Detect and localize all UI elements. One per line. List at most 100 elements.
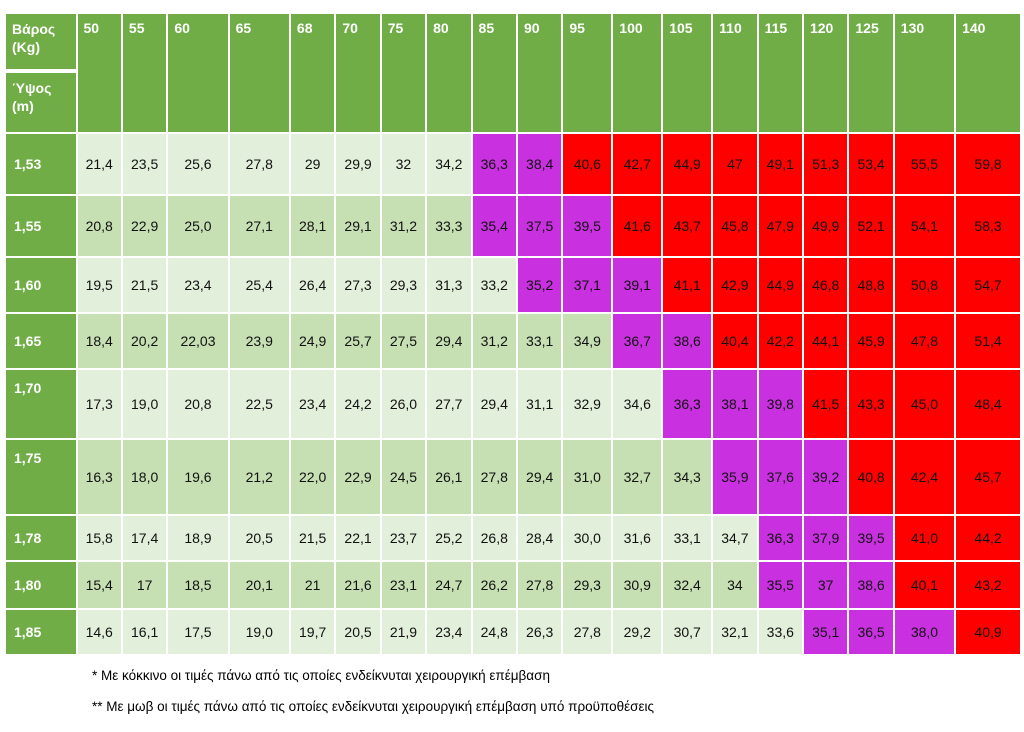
weight-header-cell: 68 [288,12,337,134]
bmi-value-cell: 24,2 [334,368,382,440]
bmi-value-cell: 26,2 [470,560,518,610]
weight-header-cell: 85 [470,12,518,134]
bmi-value-cell: 27,3 [334,256,382,314]
bmi-value-cell: 43,2 [954,560,1022,610]
notes: * Με κόκκινο οι τιμές πάνω από τις οποίε… [92,668,654,730]
bmi-value-cell: 47,9 [756,194,804,258]
weight-header-cell: 105 [661,12,714,134]
bmi-value-cell: 24,9 [288,312,337,370]
bmi-value-cell: 33,2 [470,256,518,314]
weight-header-cell: 140 [954,12,1022,134]
bmi-value-cell: 40,9 [954,608,1022,656]
bmi-value-cell: 39,8 [756,368,804,440]
bmi-value-cell: 37,9 [801,514,850,562]
bmi-value-cell: 34,9 [561,312,614,370]
bmi-value-cell: 22,9 [120,194,169,258]
bmi-value-cell: 21 [288,560,337,610]
bmi-value-cell: 29,4 [425,312,473,370]
bmi-value-cell: 51,4 [954,312,1022,370]
bmi-value-cell: 16,1 [120,608,169,656]
bmi-value-cell: 29,9 [334,132,382,196]
bmi-value-cell: 30,0 [561,514,614,562]
height-header-cell: 1,85 [4,608,78,656]
weight-header-cell: 60 [166,12,230,134]
bmi-value-cell: 27,7 [425,368,473,440]
bmi-value-cell: 25,6 [166,132,230,196]
bmi-value-cell: 37,1 [561,256,614,314]
bmi-value-cell: 22,0 [288,438,337,516]
bmi-value-cell: 38,0 [892,608,957,656]
bmi-value-cell: 21,5 [120,256,169,314]
bmi-value-cell: 41,5 [801,368,850,440]
bmi-value-cell: 32,4 [661,560,714,610]
bmi-value-cell: 20,8 [166,368,230,440]
bmi-value-cell: 21,2 [227,438,291,516]
weight-header-row: Βάρος (Kg) 50 55 60 65 68 70 75 80 85 90 95 100 105 1… [4,12,1022,134]
bmi-value-cell: 38,1 [711,368,759,440]
bmi-value-cell: 32,7 [611,438,664,516]
bmi-value-cell: 20,2 [120,312,169,370]
weight-header-cell: 90 [515,12,564,134]
bmi-value-cell: 41,1 [661,256,714,314]
weight-header-cell: 120 [801,12,850,134]
weight-header-cell: 110 [711,12,759,134]
weight-header-cell: 80 [425,12,473,134]
bmi-value-cell: 42,9 [711,256,759,314]
bmi-value-cell: 20,1 [227,560,291,610]
bmi-value-cell: 36,3 [470,132,518,196]
bmi-value-cell: 44,1 [801,312,850,370]
bmi-row: 1,75 16,3 18,0 19,6 21,2 22,0 22,9 24,5 26,1 27,8… [4,438,1022,516]
bmi-value-cell: 29,3 [561,560,614,610]
bmi-value-cell: 34,3 [661,438,714,516]
weight-label-line2: (Kg) [12,39,40,55]
bmi-value-cell: 23,4 [166,256,230,314]
bmi-value-cell: 31,0 [561,438,614,516]
bmi-value-cell: 20,5 [334,608,382,656]
bmi-value-cell: 50,8 [892,256,957,314]
height-header-cell: 1,60 [4,256,78,314]
purple-note: ** Με μωβ οι τιμές πάνω από τις οποίες ε… [92,699,655,714]
height-header-cell: 1,53 [4,132,78,196]
bmi-value-cell: 32 [379,132,428,196]
bmi-value-cell: 17,5 [166,608,230,656]
bmi-value-cell: 38,6 [847,560,895,610]
bmi-value-cell: 47,8 [892,312,957,370]
bmi-value-cell: 27,5 [379,312,428,370]
bmi-row: 1,78 15,8 17,4 18,9 20,5 21,5 22,1 23,7 25,2 26,8… [4,514,1022,562]
bmi-value-cell: 53,4 [847,132,895,196]
bmi-value-cell: 36,5 [847,608,895,656]
bmi-value-cell: 25,0 [166,194,230,258]
bmi-value-cell: 31,2 [470,312,518,370]
weight-header-cell: 115 [756,12,804,134]
bmi-value-cell: 37,6 [756,438,804,516]
bmi-value-cell: 33,6 [756,608,804,656]
height-header-cell: 1,80 [4,560,78,610]
bmi-value-cell: 34,7 [711,514,759,562]
bmi-value-cell: 35,4 [470,194,518,258]
bmi-value-cell: 36,7 [611,312,664,370]
bmi-value-cell: 21,5 [288,514,337,562]
weight-header-cell: 100 [611,12,664,134]
weight-header-cell: 50 [75,12,123,134]
height-header-cell: 1,55 [4,194,78,258]
bmi-value-cell: 58,3 [954,194,1022,258]
bmi-value-cell: 33,1 [661,514,714,562]
bmi-value-cell: 27,8 [470,438,518,516]
height-label-line2: (m) [12,98,34,114]
bmi-row: 1,85 14,6 16,1 17,5 19,0 19,7 20,5 21,9 23,4 24,8… [4,608,1022,656]
bmi-value-cell: 25,4 [227,256,291,314]
weight-header-cell: 70 [334,12,382,134]
bmi-value-cell: 48,8 [847,256,895,314]
bmi-value-cell: 48,4 [954,368,1022,440]
bmi-value-cell: 35,2 [515,256,564,314]
red-note: * Με κόκκινο οι τιμές πάνω από τις οποίε… [92,668,550,683]
bmi-value-cell: 37 [801,560,850,610]
weight-header-cell: 55 [120,12,169,134]
bmi-value-cell: 27,8 [515,560,564,610]
bmi-value-cell: 39,1 [611,256,664,314]
height-axis-label: Ύψος (m) [4,69,78,134]
bmi-value-cell: 24,5 [379,438,428,516]
bmi-value-cell: 39,5 [847,514,895,562]
bmi-row: 1,60 19,5 21,5 23,4 25,4 26,4 27,3 29,3 31,3 33,2… [4,256,1022,314]
height-header-cell: 1,65 [4,312,78,370]
